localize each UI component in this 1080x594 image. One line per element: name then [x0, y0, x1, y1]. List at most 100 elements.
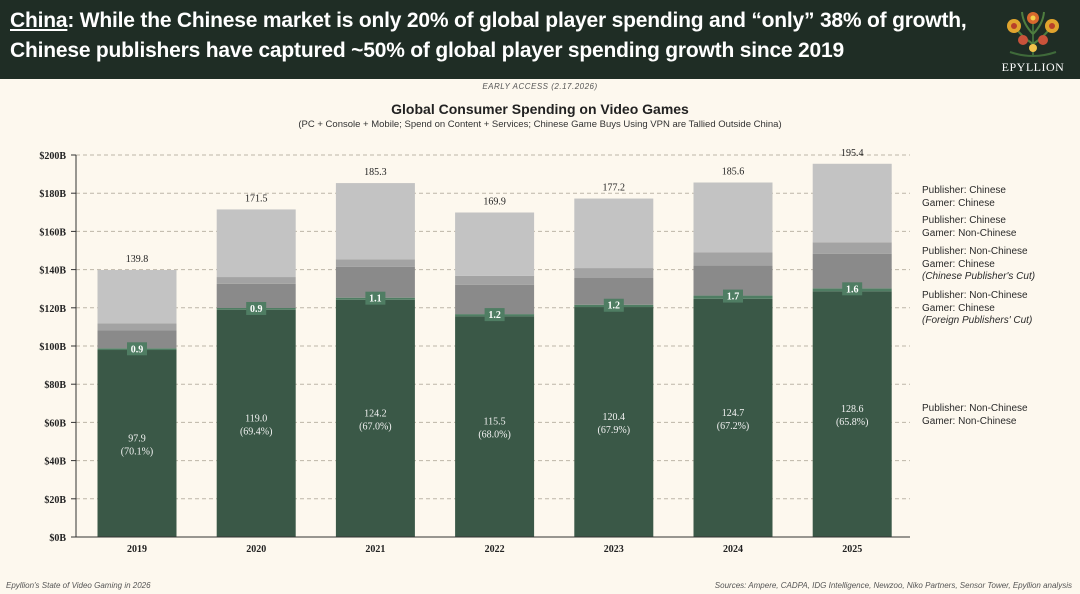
legend-line: Publisher: Non-Chinese	[922, 290, 1028, 301]
y-tick-label: $80B	[44, 380, 66, 391]
cut-value-label: 1.6	[846, 284, 859, 295]
bar-segment-1	[97, 350, 177, 537]
y-tick-label: $200B	[39, 151, 66, 162]
bar-share-label: (67.9%)	[598, 425, 631, 436]
legend-line: Publisher: Chinese	[922, 185, 1006, 196]
bar-value-label: 119.0	[245, 413, 267, 424]
legend-line: Publisher: Non-Chinese	[922, 246, 1028, 257]
bar-segment-4	[335, 259, 415, 267]
legend-line: Gamer: Non-Chinese	[922, 415, 1017, 427]
bar-segment-1	[335, 299, 415, 537]
bar-segment-4	[455, 275, 535, 285]
legend-line: Gamer: Chinese	[922, 258, 995, 270]
bar-share-label: (67.2%)	[717, 421, 750, 432]
x-tick-label: 2025	[842, 544, 862, 555]
early-access-note: EARLY ACCESS (2.17.2026)	[482, 82, 598, 91]
cut-label-box	[365, 291, 386, 305]
cut-label-box	[603, 298, 624, 312]
legend-item-chinese-nonchinese: Publisher: Chinese Gamer: Non-Chinese	[922, 215, 1016, 240]
bar-segment-5	[812, 163, 892, 243]
bar-value-label: 124.2	[364, 408, 387, 419]
bar-segment-5	[455, 212, 535, 276]
bar-total-label: 185.6	[722, 167, 745, 178]
x-tick-label: 2022	[485, 544, 505, 555]
bar-segment-1	[216, 309, 296, 537]
cut-label-box	[246, 301, 267, 315]
bar-segment-4	[693, 252, 773, 266]
bar-segment-5	[574, 198, 654, 269]
bar-segment-5	[216, 209, 296, 278]
cut-value-label: 0.9	[250, 304, 263, 315]
cut-value-label: 1.1	[369, 294, 382, 305]
bar-segment-1	[812, 291, 892, 537]
bar-value-label: 115.5	[484, 417, 506, 428]
legend-line: Gamer: Non-Chinese	[922, 227, 1017, 239]
bar-segment-5	[97, 269, 177, 324]
y-tick-label: $0B	[49, 533, 66, 544]
bar-value-label: 124.7	[722, 408, 745, 419]
legend-line: Publisher: Chinese	[922, 215, 1006, 226]
headline-lead: China	[10, 9, 68, 32]
bar-share-label: (67.0%)	[359, 421, 392, 432]
bar-share-label: (70.1%)	[121, 447, 154, 458]
y-tick-label: $160B	[39, 227, 66, 238]
chart-title: Global Consumer Spending on Video Games	[391, 101, 689, 117]
bar-share-label: (68.0%)	[478, 430, 511, 441]
bar-segment-1	[693, 298, 773, 537]
cut-value-label: 1.2	[608, 301, 621, 312]
header-banner: China: While the Chinese market is only …	[0, 0, 1080, 79]
headline: China: While the Chinese market is only …	[10, 6, 1000, 66]
y-tick-label: $120B	[39, 304, 66, 315]
bar-segment-3	[97, 330, 177, 349]
chart-subtitle: (PC + Console + Mobile; Spend on Content…	[298, 119, 782, 130]
cut-label-box	[127, 342, 147, 356]
cut-value-label: 1.2	[488, 310, 501, 321]
headline-text: : While the Chinese market is only 20% o…	[10, 9, 967, 62]
cut-value-label: 0.9	[131, 344, 144, 355]
bar-segment-1	[574, 307, 654, 537]
legend-line: Gamer: Chinese	[922, 302, 995, 314]
bar-segment-4	[97, 323, 177, 331]
legend-line: Gamer: Chinese	[922, 197, 995, 209]
x-tick-label: 2021	[365, 544, 385, 555]
bar-total-label: 177.2	[603, 183, 626, 194]
y-tick-label: $40B	[44, 457, 66, 468]
x-tick-label: 2024	[723, 544, 743, 555]
cut-label-box	[723, 289, 743, 303]
legend-line: (Chinese Publisher's Cut)	[922, 271, 1036, 282]
bar-share-label: (65.8%)	[836, 417, 869, 428]
epyllion-logo: EPYLLION	[990, 4, 1076, 76]
y-tick-label: $140B	[39, 266, 66, 277]
bar-segment-5	[693, 182, 773, 253]
y-tick-label: $180B	[39, 189, 66, 200]
bar-total-label: 185.3	[364, 167, 387, 178]
cut-value-label: 1.7	[727, 292, 740, 303]
floral-logo-icon	[1007, 11, 1059, 57]
y-tick-label: $20B	[44, 495, 66, 506]
cut-label-box	[842, 282, 863, 296]
bar-segment-4	[574, 268, 654, 279]
bar-value-label: 120.4	[603, 412, 626, 423]
legend-item-chinese-chinese: Publisher: Chinese Gamer: Chinese	[922, 185, 1006, 210]
legend-line: Publisher: Non-Chinese	[922, 403, 1028, 414]
bar-total-label: 139.8	[126, 254, 149, 265]
y-tick-label: $100B	[39, 342, 66, 353]
bar-value-label: 128.6	[841, 404, 864, 415]
bar-segment-4	[812, 242, 892, 254]
footer-left: Epyllion's State of Video Gaming in 2026	[6, 581, 151, 590]
y-tick-label: $60B	[44, 418, 66, 429]
x-tick-label: 2020	[246, 544, 266, 555]
legend-item-chinese-publisher-cut: Publisher: Non-Chinese Gamer: Chinese (Chi…	[922, 246, 1035, 284]
x-tick-label: 2023	[604, 544, 624, 555]
footer-sources: Sources: Ampere, CADPA, IDG Intelligence…	[714, 581, 1072, 590]
cut-label-box	[484, 308, 505, 322]
legend-item-foreign-publishers-cut: Publisher: Non-Chinese Gamer: Chinese (For…	[922, 290, 1032, 328]
x-tick-label: 2019	[127, 544, 147, 555]
bar-segment-5	[335, 183, 415, 260]
logo-text: EPYLLION	[1001, 60, 1065, 74]
legend-line: (Foreign Publishers' Cut)	[922, 315, 1033, 326]
bar-total-label: 195.4	[841, 148, 864, 159]
bar-share-label: (69.4%)	[240, 426, 273, 437]
legend-item-nonchinese-nonchinese: Publisher: Non-Chinese Gamer: Non-Chinese	[922, 403, 1028, 428]
